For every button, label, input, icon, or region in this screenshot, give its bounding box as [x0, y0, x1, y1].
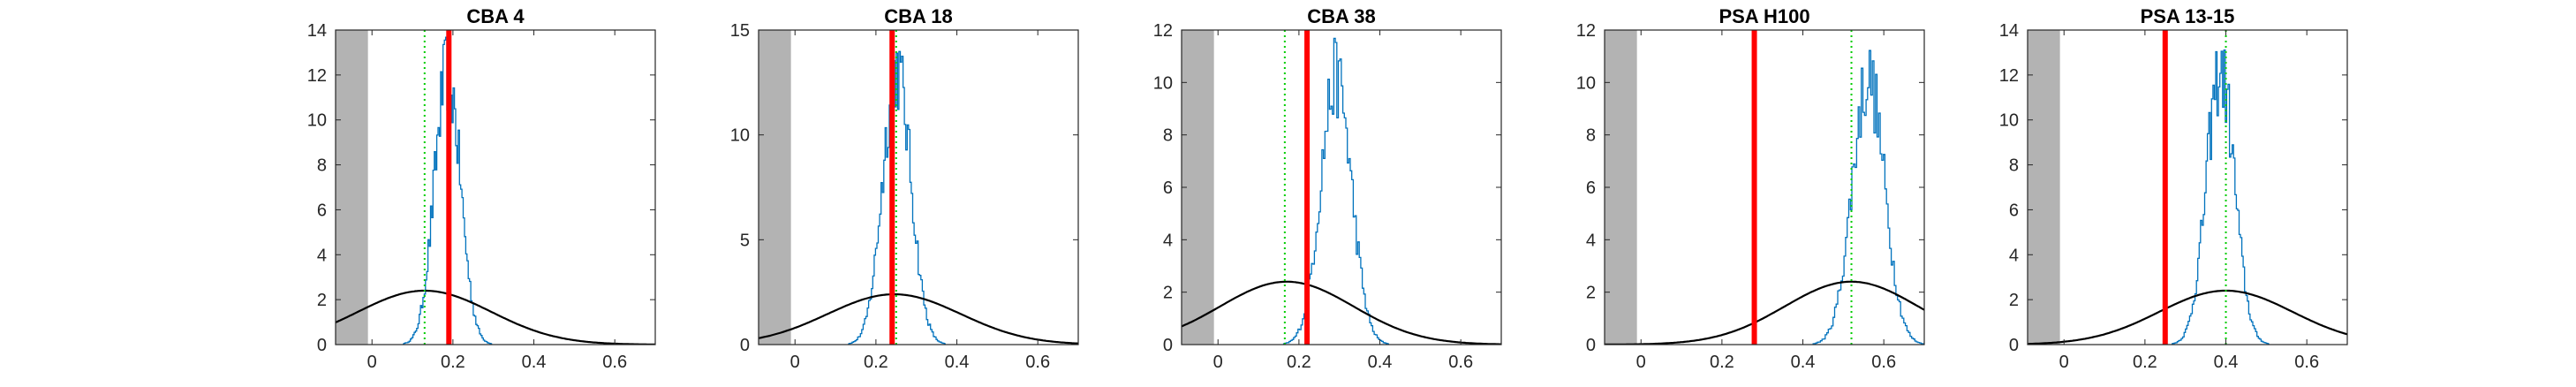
x-tick-label: 0.6: [1871, 353, 1896, 372]
x-tick-label: 0.2: [1287, 353, 1311, 372]
x-tick-label: 0.4: [522, 353, 547, 372]
plot-area: [2028, 30, 2347, 345]
y-tick-label: 12: [307, 66, 327, 86]
y-tick-label: 12: [1576, 21, 1596, 41]
normal-curve: [2028, 289, 2347, 345]
x-tick-label: 0.2: [441, 353, 465, 372]
panel-title: PSA H100: [1719, 5, 1809, 27]
y-tick-label: 8: [317, 156, 327, 176]
axes-box: [758, 29, 1079, 345]
panel-title: CBA 18: [884, 5, 952, 27]
axes-box: [335, 29, 656, 345]
x-tick-label: 0: [367, 353, 377, 372]
x-tick-label: 0.2: [864, 353, 888, 372]
x-tick-label: 0.6: [1025, 353, 1050, 372]
x-tick-label: 0.6: [602, 353, 627, 372]
y-tick-label: 14: [1999, 21, 2019, 41]
y-tick-label: 2: [2009, 291, 2019, 310]
normal-curve: [1605, 280, 1924, 345]
y-tick-label: 6: [1163, 178, 1173, 198]
x-tick-label: 0.4: [1791, 353, 1816, 372]
excluded-region: [2028, 30, 2060, 345]
y-tick-label: 4: [1163, 231, 1173, 250]
histogram-series: [848, 50, 946, 345]
x-tick-label: 0: [1636, 353, 1646, 372]
y-tick-label: 10: [1999, 111, 2019, 131]
y-tick-label: 10: [307, 111, 327, 131]
panel-2: 0 0.2 0.4 0.6 0 5 10 15 CBA 18: [730, 5, 1079, 372]
x-tick-label: 0.4: [2214, 353, 2239, 372]
x-tick-label: 0: [790, 353, 800, 372]
x-tick-label: 0: [2059, 353, 2069, 372]
x-tick-label: 0.2: [1710, 353, 1734, 372]
panel-title: CBA 4: [466, 5, 525, 27]
y-tick-label: 6: [2009, 201, 2019, 220]
y-tick-label: 0: [740, 336, 750, 355]
panel-3: 0 0.2 0.4 0.6 0 2 4 6 8 10 12 CBA 38: [1153, 5, 1502, 372]
panel-title: PSA 13-15: [2141, 5, 2235, 27]
plot-area: [336, 30, 655, 345]
normal-curve: [759, 292, 1078, 345]
y-tick-label: 2: [317, 291, 327, 310]
y-tick-label: 0: [2009, 336, 2019, 355]
y-tick-label: 6: [317, 201, 327, 220]
plot-area: [759, 30, 1078, 345]
y-tick-label: 8: [1586, 126, 1596, 146]
y-tick-label: 4: [2009, 246, 2019, 265]
x-tick-label: 0.6: [2294, 353, 2319, 372]
y-tick-label: 4: [1586, 231, 1596, 250]
panel-title: CBA 38: [1307, 5, 1375, 27]
y-tick-label: 0: [317, 336, 327, 355]
x-tick-label: 0: [1213, 353, 1223, 372]
x-tick-label: 0.2: [2133, 353, 2157, 372]
panel-5: 0 0.2 0.4 0.6 0 2 4 6 8 10 12 14 PSA 13-15: [1999, 5, 2348, 372]
normal-curve: [336, 289, 655, 345]
x-tick-label: 0.6: [1448, 353, 1473, 372]
x-tick-label: 0.4: [945, 353, 970, 372]
excluded-region: [1605, 30, 1637, 345]
histogram-series: [1282, 37, 1389, 345]
excluded-region: [1182, 30, 1214, 345]
y-tick-label: 2: [1163, 284, 1173, 303]
y-tick-label: 10: [730, 126, 750, 146]
y-tick-label: 12: [1999, 66, 2019, 86]
y-tick-label: 2: [1586, 284, 1596, 303]
y-tick-label: 10: [1153, 73, 1173, 93]
y-tick-label: 8: [1163, 126, 1173, 146]
y-tick-label: 12: [1153, 21, 1173, 41]
excluded-region: [759, 30, 791, 345]
y-tick-label: 8: [2009, 156, 2019, 176]
histogram-series: [1812, 49, 1924, 345]
normal-curve: [1182, 280, 1501, 345]
y-tick-label: 15: [730, 21, 750, 41]
y-tick-label: 6: [1586, 178, 1596, 198]
panel-1: 0 0.2 0.4 0.6 0 2 4 6 8 10 12 14 CBA 4: [307, 5, 656, 372]
panel-4: 0 0.2 0.4 0.6 0 2 4 6 8 10 12 PSA H100: [1576, 5, 1925, 372]
plot-area: [1182, 30, 1501, 345]
histogram-series: [2172, 49, 2270, 345]
x-tick-label: 0.4: [1368, 353, 1393, 372]
excluded-region: [336, 30, 368, 345]
axes-box: [1604, 29, 1925, 345]
y-tick-label: 14: [307, 21, 327, 41]
y-tick-label: 0: [1163, 336, 1173, 355]
y-tick-label: 10: [1576, 73, 1596, 93]
y-tick-label: 0: [1586, 336, 1596, 355]
plot-area: [1605, 30, 1924, 345]
axes-box: [2027, 29, 2348, 345]
y-tick-label: 4: [317, 246, 327, 265]
y-tick-label: 5: [740, 231, 750, 250]
